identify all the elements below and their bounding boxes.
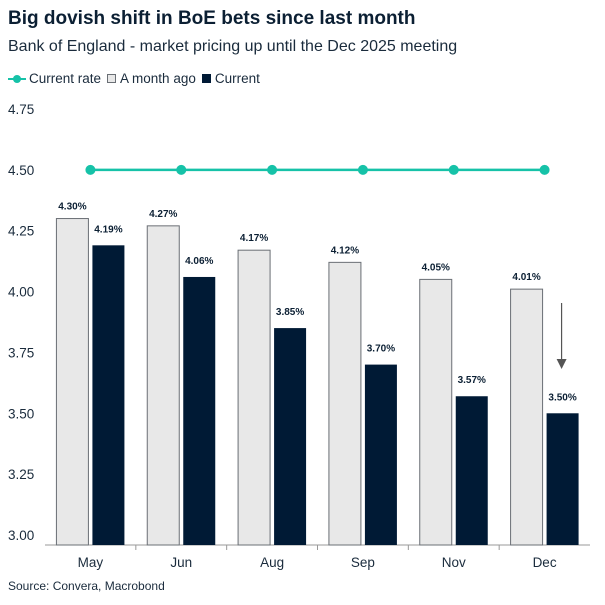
current-rate-point-dec xyxy=(539,164,550,175)
bar-current-aug xyxy=(274,328,307,545)
y-tick-label: 4.75 xyxy=(8,102,34,117)
chart-title: Big dovish shift in BoE bets since last … xyxy=(8,8,416,29)
x-tick-label-may: May xyxy=(78,555,104,570)
bar-current-sep xyxy=(364,364,397,545)
data-label-month-ago-dec: 4.01% xyxy=(512,272,540,283)
current-rate-point-aug xyxy=(267,164,278,175)
legend-current-label: Current xyxy=(214,71,260,86)
legend-light-box-icon xyxy=(107,74,117,83)
data-label-current-may: 4.19% xyxy=(94,224,122,235)
x-tick-label-dec: Dec xyxy=(533,555,557,570)
y-tick-label: 3.25 xyxy=(8,467,34,482)
legend: Current rate A month ago Current xyxy=(8,71,266,86)
x-tick-label-jun: Jun xyxy=(170,555,192,570)
current-rate-point-nov xyxy=(448,164,459,175)
bar-chart: 3.00 3.25 3.50 3.75 4.00 4.25 4.50 4.75 4.30% 4.1… xyxy=(8,102,590,570)
x-tick-label-aug: Aug xyxy=(260,555,284,570)
x-tick-label-nov: Nov xyxy=(442,555,466,570)
data-label-month-ago-sep: 4.12% xyxy=(331,245,359,256)
legend-month-ago-label: A month ago xyxy=(120,71,196,86)
data-label-month-ago-may: 4.30% xyxy=(58,202,86,213)
y-tick-label: 3.00 xyxy=(8,528,34,543)
legend-current: Current xyxy=(201,71,260,86)
y-tick-label: 4.50 xyxy=(8,163,34,178)
data-label-current-aug: 3.85% xyxy=(276,307,304,318)
current-rate-point-jun xyxy=(176,164,187,175)
data-label-current-dec: 3.50% xyxy=(548,392,576,403)
legend-month-ago: A month ago xyxy=(107,71,196,86)
data-label-month-ago-aug: 4.17% xyxy=(240,233,268,244)
bar-month-ago-nov xyxy=(419,278,453,546)
legend-current-rate: Current rate xyxy=(8,71,101,86)
data-label-current-nov: 3.57% xyxy=(458,375,486,386)
chart-subtitle: Bank of England - market pricing up unti… xyxy=(8,38,458,55)
legend-current-rate-label: Current rate xyxy=(29,71,102,86)
bar-current-dec xyxy=(546,413,579,545)
data-label-month-ago-jun: 4.27% xyxy=(149,209,177,220)
current-rate-point-may xyxy=(85,164,96,175)
bar-current-jun xyxy=(183,276,216,545)
y-tick-label: 4.25 xyxy=(8,224,34,239)
legend-line-marker-icon xyxy=(8,73,26,85)
x-tick-label-sep: Sep xyxy=(351,555,375,570)
bar-month-ago-may xyxy=(55,218,89,546)
bar-month-ago-jun xyxy=(146,225,180,546)
bar-current-nov xyxy=(455,396,488,545)
y-tick-label: 4.00 xyxy=(8,285,34,300)
bar-month-ago-aug xyxy=(237,249,271,546)
annotation-arrow-icon xyxy=(556,359,567,369)
bar-month-ago-dec xyxy=(510,288,544,546)
source-note: Source: Convera, Macrobond xyxy=(8,579,165,593)
bar-month-ago-sep xyxy=(328,261,362,546)
y-tick-label: 3.75 xyxy=(8,345,34,360)
y-tick-label: 3.50 xyxy=(8,406,34,421)
current-rate-point-sep xyxy=(357,164,368,175)
data-label-month-ago-nov: 4.05% xyxy=(422,262,450,273)
bar-current-may xyxy=(92,245,125,545)
data-label-current-jun: 4.06% xyxy=(185,256,213,267)
data-label-current-sep: 3.70% xyxy=(367,344,395,355)
legend-dark-box-icon xyxy=(201,74,211,83)
